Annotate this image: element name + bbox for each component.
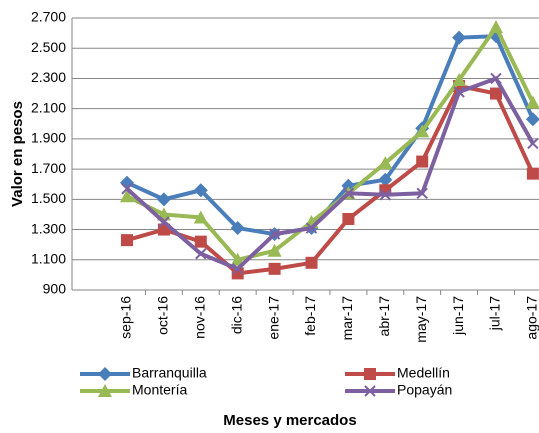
marker [452, 72, 467, 86]
marker [230, 252, 245, 266]
x-tick-label: nov-16 [192, 296, 208, 339]
series-line [126, 83, 535, 276]
y-axis-title: Valor en pesos [9, 101, 26, 207]
marker [231, 267, 244, 280]
marker [305, 256, 318, 269]
marker [489, 20, 503, 34]
marker [364, 368, 376, 380]
marker [268, 262, 281, 275]
legend-label: Medellín [397, 365, 450, 381]
y-tick-label: 2.500 [31, 39, 66, 55]
marker [121, 183, 133, 195]
marker [453, 86, 465, 98]
marker [158, 216, 170, 228]
marker [230, 221, 245, 236]
y-tick-label: 2.300 [31, 69, 66, 85]
x-tick-label: feb-17 [302, 296, 318, 336]
marker [120, 189, 134, 203]
y-tick-label: 900 [43, 281, 67, 297]
series-line [126, 34, 535, 237]
marker [268, 228, 281, 240]
marker [156, 192, 171, 207]
x-tick-label: dic-16 [228, 296, 244, 334]
y-tick-label: 1.700 [31, 160, 66, 176]
marker [416, 187, 428, 199]
marker [193, 183, 208, 198]
marker [195, 248, 207, 260]
x-tick-label: oct-16 [155, 296, 171, 335]
x-tick-label: ene-17 [265, 296, 281, 340]
marker [364, 385, 376, 397]
y-tick-label: 1.500 [31, 190, 66, 206]
marker [490, 72, 502, 85]
marker [416, 155, 429, 168]
marker [342, 212, 355, 225]
legend-label: Popayán [397, 382, 452, 398]
marker [194, 235, 207, 248]
marker [527, 137, 539, 150]
marker [267, 243, 282, 257]
series-line [126, 23, 535, 263]
x-tick-label: jun-17 [450, 296, 466, 336]
marker [231, 263, 244, 275]
x-tick-label: mar-17 [339, 296, 355, 341]
marker [98, 384, 112, 397]
x-axis-title: Meses y mercados [223, 412, 356, 429]
marker [415, 124, 430, 138]
y-tick-label: 1.300 [31, 220, 66, 236]
marker [525, 112, 539, 127]
marker [378, 172, 393, 187]
marker [525, 95, 539, 109]
x-tick-label: ago-17 [524, 296, 539, 340]
marker [378, 156, 393, 170]
series-line [125, 75, 535, 272]
x-tick-label: jul-17 [487, 296, 503, 331]
y-tick-label: 1.900 [31, 130, 66, 146]
marker [526, 167, 539, 180]
marker [379, 189, 392, 201]
marker [342, 187, 355, 199]
marker [98, 367, 112, 381]
y-tick-label: 2.100 [31, 99, 66, 115]
legend-label: Barranquilla [132, 365, 207, 381]
x-tick-label: may-17 [413, 296, 429, 343]
y-tick-label: 1.100 [31, 250, 66, 266]
y-tick-label: 2.700 [31, 9, 66, 25]
x-tick-label: abr-17 [376, 296, 392, 337]
legend-label: Montería [132, 382, 187, 398]
marker [452, 30, 467, 45]
marker [121, 234, 133, 247]
x-tick-label: sep-16 [118, 296, 134, 339]
marker [305, 222, 318, 234]
marker [193, 210, 208, 224]
marker [490, 87, 502, 100]
